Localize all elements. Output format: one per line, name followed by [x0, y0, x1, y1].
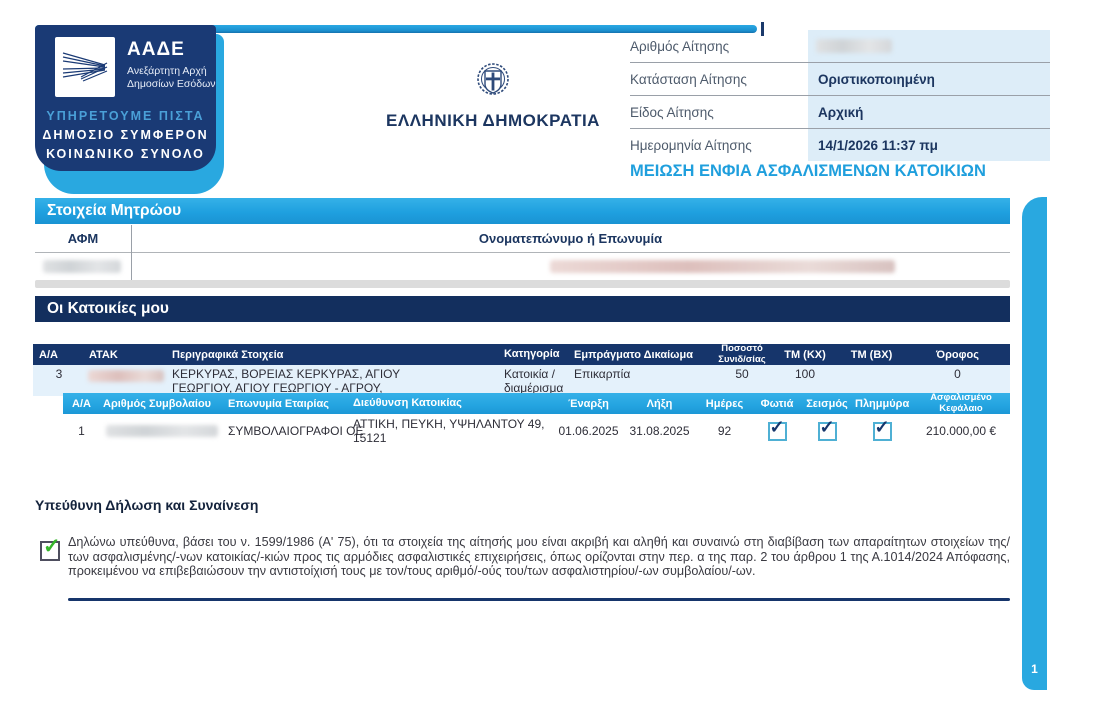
page-side-bar: 1 — [1022, 197, 1047, 690]
request-date-label: Ημερομηνία Αίτησης — [630, 137, 752, 153]
col-property-right: Εμπράγματο Δικαίωμα — [574, 348, 693, 361]
residence-category: Κατοικία / διαμέρισμα — [504, 367, 564, 396]
declaration-checkbox[interactable]: ✓ — [40, 535, 61, 561]
fire-check-icon: ✓ — [769, 416, 785, 437]
declaration-divider — [68, 598, 1010, 601]
col-company: Επωνυμία Εταιρίας — [228, 397, 329, 410]
residences-header-row: Α/Α ΑΤΑΚ Περιγραφικά Στοιχεία Κατηγορία … — [33, 344, 1010, 365]
aade-emblem-icon — [55, 37, 115, 97]
section-header-residences: Οι Κατοικίες μου — [35, 296, 1010, 322]
col-end: Λήξη — [646, 397, 673, 410]
request-number-label: Αριθμός Αίτησης — [630, 38, 730, 54]
request-type-value: Αρχική — [808, 96, 1050, 128]
atak-redaction — [88, 370, 164, 382]
request-status-row: Κατάσταση Αίτησης Οριστικοποιημένη — [630, 63, 1050, 96]
col-description: Περιγραφικά Στοιχεία — [172, 348, 284, 361]
state-name: ΕΛΛΗΝΙΚΗ ΔΗΜΟΚΡΑΤΙΑ — [386, 111, 600, 130]
afm-value-redaction — [43, 260, 121, 273]
motto-line3: ΚΟΙΝΩΝΙΚΟ ΣΥΝΟΛΟ — [46, 146, 205, 161]
earthquake-check-icon: ✓ — [819, 416, 835, 437]
contract-start: 01.06.2025 — [558, 424, 619, 438]
registry-value-row — [35, 225, 1010, 280]
col-aa: Α/Α — [39, 348, 58, 361]
name-column-header: Ονοματεπώνυμο ή Επωνυμία — [478, 230, 663, 246]
contract-insured-capital: 210.000,00 € — [925, 424, 997, 438]
col-earthquake: Σεισμός — [806, 397, 848, 410]
request-number-redaction — [816, 39, 892, 53]
col-flood: Πλημμύρα — [855, 397, 910, 410]
request-type-row: Είδος Αίτησης Αρχική — [630, 96, 1050, 129]
declaration-title: Υπεύθυνη Δήλωση και Συναίνεση — [35, 497, 259, 513]
registry-header-row: ΑΦΜ Ονοματεπώνυμο ή Επωνυμία — [35, 224, 1010, 253]
earthquake-checkbox[interactable]: ✓ — [817, 417, 837, 441]
col-start: Έναρξη — [568, 397, 609, 410]
name-value-redaction — [550, 260, 895, 273]
col-insured-capital: Ασφαλισμένο Κεφάλαιο — [930, 392, 992, 414]
motto-line1: ΥΠΗΡΕΤΟΥΜΕ ΠΙΣΤΑ — [46, 109, 205, 123]
col-ownership-pct: Ποσοστό Συνιδ/σίας — [718, 343, 766, 365]
registry-table: ΑΦΜ Ονοματεπώνυμο ή Επωνυμία — [35, 224, 1010, 288]
col-days: Ημέρες — [705, 397, 744, 410]
request-info-panel: Αριθμός Αίτησης Κατάσταση Αίτησης Οριστι… — [630, 30, 1050, 161]
col-contract-number: Αριθμός Συμβολαίου — [103, 397, 212, 410]
request-status-value: Οριστικοποιημένη — [808, 63, 1050, 95]
residence-ownership-pct: 50 — [735, 367, 749, 381]
residence-property-right: Επικαρπία — [574, 367, 631, 381]
request-date-value: 14/1/2026 11:37 πμ — [808, 129, 1050, 161]
declaration-text: Δηλώνω υπεύθυνα, βάσει του ν. 1599/1986 … — [68, 535, 1010, 579]
col-floor: Όροφος — [936, 348, 979, 361]
section-header-registry: Στοιχεία Μητρώου — [35, 198, 1010, 224]
org-acronym: ΑΑΔΕ — [127, 39, 185, 60]
residence-aa: 3 — [55, 367, 63, 381]
col-contract-aa: Α/Α — [72, 397, 91, 410]
col-fire: Φωτιά — [760, 397, 794, 410]
contract-end: 31.08.2025 — [629, 424, 690, 438]
col-atak: ΑΤΑΚ — [89, 348, 118, 361]
contracts-header-row: Α/Α Αριθμός Συμβολαίου Επωνυμία Εταιρίας… — [63, 393, 1010, 414]
request-number-row: Αριθμός Αίτησης — [630, 30, 1050, 63]
contract-days: 92 — [717, 424, 732, 438]
contract-aa: 1 — [78, 424, 85, 438]
request-date-row: Ημερομηνία Αίτησης 14/1/2026 11:37 πμ — [630, 129, 1050, 161]
contract-company: ΣΥΜΒΟΛΑΙΟΓΡΑΦΟΙ ΟΕ — [228, 424, 364, 438]
contract-address: ΑΤΤΙΚΗ, ΠΕΥΚΗ, ΥΨΗΛΑΝΤΟΥ 49, 15121 — [353, 416, 545, 445]
residences-table: Α/Α ΑΤΑΚ Περιγραφικά Στοιχεία Κατηγορία … — [33, 344, 1010, 396]
residence-tm-kx: 100 — [794, 367, 816, 381]
header-accent-tick — [761, 22, 764, 36]
contract-fire-cell: ✓ — [752, 417, 802, 441]
col-category: Κατηγορία — [504, 347, 560, 360]
residence-floor: 0 — [954, 367, 961, 381]
contracts-table: Α/Α Αριθμός Συμβολαίου Επωνυμία Εταιρίας… — [63, 393, 1010, 448]
col-tm-kx: ΤΜ (ΚΧ) — [784, 348, 826, 361]
page-title: ΜΕΙΩΣΗ ΕΝΦΙΑ ΑΣΦΑΛΙΣΜΕΝΩΝ ΚΑΤΟΙΚΙΩΝ — [630, 162, 986, 180]
contract-flood-cell: ✓ — [852, 417, 912, 441]
state-emblem-block: ΕΛΛΗΝΙΚΗ ΔΗΜΟΚΡΑΤΙΑ — [378, 60, 608, 131]
flood-checkbox[interactable]: ✓ — [872, 417, 892, 441]
logo-navy-card: ΑΑΔΕ Ανεξάρτητη Αρχή Δημοσίων Εσόδων ΥΠΗ… — [35, 25, 216, 171]
fire-checkbox[interactable]: ✓ — [767, 417, 787, 441]
org-subtitle-line2: Δημοσίων Εσόδων — [127, 78, 216, 91]
request-type-label: Είδος Αίτησης — [630, 104, 714, 120]
request-status-label: Κατάσταση Αίτησης — [630, 71, 747, 87]
motto-line2: ΔΗΜΟΣΙΟ ΣΥΜΦΕΡΟΝ — [42, 127, 209, 142]
residence-description: ΚΕΡΚΥΡΑΣ, ΒΟΡΕΙΑΣ ΚΕΡΚΥΡΑΣ, ΑΓΙΟΥ ΓΕΩΡΓΙ… — [172, 367, 400, 396]
page-number: 1 — [1031, 662, 1038, 676]
aade-logo-block: ΑΑΔΕ Ανεξάρτητη Αρχή Δημοσίων Εσόδων ΥΠΗ… — [35, 25, 227, 197]
declaration-check-icon: ✓ — [43, 535, 61, 558]
registry-bottom-divider — [35, 280, 1010, 288]
afm-column-header: ΑΦΜ — [67, 230, 99, 246]
contract-earthquake-cell: ✓ — [802, 417, 852, 441]
greek-republic-emblem-icon — [475, 60, 511, 105]
flood-check-icon: ✓ — [874, 416, 890, 437]
contract-number-redaction — [106, 425, 218, 437]
header-accent-bar — [35, 25, 757, 33]
registry-column-divider — [131, 225, 132, 280]
request-number-value — [808, 30, 1050, 62]
org-subtitle-line1: Ανεξάρτητη Αρχή — [127, 65, 207, 77]
col-address: Διεύθυνση Κατοικίας — [353, 396, 462, 409]
contract-row: 1 ΣΥΜΒΟΛΑΙΟΓΡΑΦΟΙ ΟΕ ΑΤΤΙΚΗ, ΠΕΥΚΗ, ΥΨΗΛ… — [63, 414, 1010, 448]
residence-row: 3 ΚΕΡΚΥΡΑΣ, ΒΟΡΕΙΑΣ ΚΕΡΚΥΡΑΣ, ΑΓΙΟΥ ΓΕΩΡ… — [33, 365, 1010, 396]
col-tm-bx: ΤΜ (ΒΧ) — [850, 348, 893, 361]
